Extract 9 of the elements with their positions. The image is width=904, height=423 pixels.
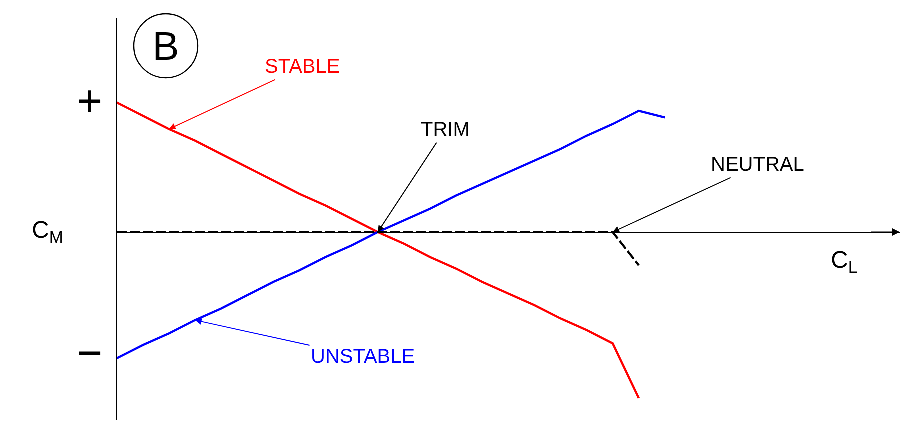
- text: C$_{L}$: [831, 247, 858, 278]
- annotation: UNSTABLE: [311, 346, 416, 368]
- annotation: TRIM: [421, 119, 470, 141]
- text: +: [77, 77, 103, 126]
- text: STABLE: [265, 56, 340, 78]
- y-axis-title: C$_{M}$: [32, 217, 64, 248]
- text: −: [77, 329, 103, 378]
- text: NEUTRAL: [711, 154, 804, 176]
- chart-title: B: [152, 25, 180, 69]
